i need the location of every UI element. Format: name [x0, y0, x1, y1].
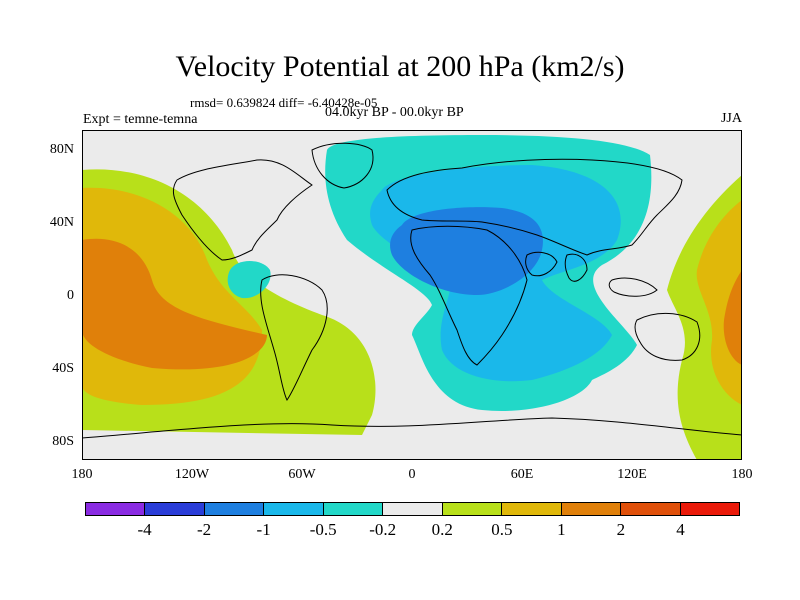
colorbar-label: -1: [256, 520, 271, 539]
x-tick-label: 60E: [510, 467, 534, 482]
y-tick-label: 0: [67, 288, 74, 303]
experiment-label: Expt = temne-temna: [83, 112, 198, 127]
y-tick-label: 80N: [49, 142, 74, 157]
colorbar-label: -4: [137, 520, 152, 539]
colorbar-label: -0.2: [369, 520, 397, 539]
colorbar-swatch: [680, 503, 739, 515]
colorbar-swatch: [442, 503, 503, 515]
map-frame: [82, 130, 742, 460]
x-tick-label: 180: [731, 467, 753, 482]
colorbar-swatch: [86, 503, 146, 515]
stats-line: rmsd= 0.639824 diff= -6.40428e-05: [190, 95, 378, 110]
colorbar-swatch: [323, 503, 384, 515]
negative-contour-caribbean: [227, 261, 271, 299]
colorbar-swatch: [383, 503, 443, 515]
x-tick-label: 180: [71, 467, 93, 482]
colorbar-label: 4: [676, 520, 685, 539]
colorbar-swatch: [204, 503, 265, 515]
colorbar-label: 1: [557, 520, 566, 539]
map-title: Velocity Potential at 200 hPa (km2/s): [175, 50, 625, 83]
period-label: 04.0kyr BP - 00.0kyr BP: [325, 105, 464, 120]
colorbar-label: -2: [196, 520, 212, 539]
colorbar-swatch: [561, 503, 622, 515]
colorbar-label: 0.5: [491, 520, 513, 539]
x-tick-label: 120W: [174, 467, 210, 482]
x-tick-label: 120E: [617, 467, 647, 482]
colorbar-swatch: [621, 503, 681, 515]
colorbar-swatch: [145, 503, 205, 515]
colorbar-label: 0.2: [431, 520, 453, 539]
x-tick-label: 60W: [288, 467, 316, 482]
colorbar-label: -0.5: [309, 520, 337, 539]
y-tick-label: 40S: [52, 361, 74, 376]
x-tick-label: 0: [408, 467, 416, 482]
colorbar-swatch: [502, 503, 562, 515]
colorbar-label: 2: [616, 520, 626, 539]
colorbar: [85, 502, 740, 516]
y-tick-label: 80S: [52, 434, 74, 449]
positive-contour-pacific-strong: [82, 238, 267, 370]
positive-contour-westpacific-strong: [723, 270, 742, 365]
map-panel: [82, 130, 742, 460]
contour-map: [82, 130, 742, 460]
coastlines: [82, 142, 742, 439]
season-label: JJA: [720, 111, 742, 126]
colorbar-swatch: [264, 503, 324, 515]
y-tick-label: 40N: [49, 215, 74, 230]
